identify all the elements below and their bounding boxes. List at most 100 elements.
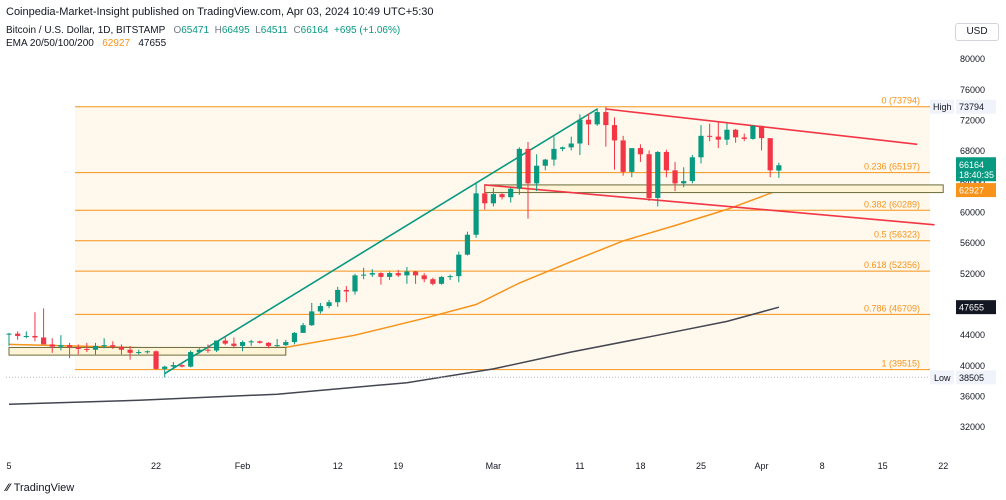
candle — [611, 117, 618, 170]
candle-body — [110, 345, 116, 347]
candle — [196, 348, 202, 354]
candle — [162, 365, 168, 378]
candle-body — [309, 311, 315, 326]
symbol-legend: Bitcoin / U.S. Dollar, 1D, BITSTAMP O654… — [6, 25, 400, 36]
candle-body — [283, 342, 289, 346]
price-change: +695 (+1.06%) — [334, 25, 401, 36]
candle-body — [421, 275, 427, 280]
candle — [343, 286, 349, 303]
ohlc-close-key: C — [293, 25, 301, 36]
candle — [317, 302, 323, 314]
candle-body — [101, 345, 107, 347]
candle-body — [205, 349, 211, 351]
candle-body — [352, 275, 358, 292]
candle-body — [41, 337, 47, 345]
x-tick-label: 12 — [333, 461, 343, 471]
candle — [412, 270, 419, 284]
candle-body — [585, 119, 592, 125]
candle-body — [758, 125, 765, 139]
ema-black-line — [8, 306, 780, 405]
candle — [585, 113, 592, 146]
candle — [170, 362, 176, 369]
candle-body — [6, 333, 12, 335]
ema-orange-tag: 62927 — [959, 186, 984, 196]
candle — [629, 148, 635, 178]
candle-body — [66, 345, 73, 348]
candle-body — [58, 345, 64, 347]
candle — [715, 122, 721, 149]
candle — [127, 345, 133, 360]
candle-body — [568, 143, 574, 148]
x-tick-label: 15 — [878, 461, 888, 471]
y-tick-label: 64000 — [960, 177, 985, 187]
y-tick-label: 40000 — [960, 361, 985, 371]
candle-body — [724, 129, 730, 140]
x-tick-label: 19 — [393, 461, 403, 471]
candle-body — [490, 194, 496, 204]
candle-body — [75, 347, 81, 349]
candle — [32, 312, 38, 342]
candle-body — [127, 349, 133, 353]
candle — [681, 167, 687, 188]
ohlc-low-value: 64511 — [260, 25, 288, 36]
candle — [66, 342, 73, 359]
candle-body — [196, 349, 202, 353]
ema-black-value: 47655 — [138, 38, 167, 49]
ascending-trendline — [164, 108, 598, 375]
candle-body — [525, 148, 531, 184]
candle-body — [23, 335, 29, 337]
high-marker-bg — [930, 99, 954, 114]
candle — [231, 337, 237, 349]
candle — [646, 150, 652, 202]
candle-body — [15, 333, 21, 336]
candle-body — [274, 345, 280, 347]
candle-body — [689, 157, 695, 182]
candle-body — [776, 165, 782, 171]
candle-body — [378, 273, 384, 277]
x-tick-label: 8 — [820, 461, 825, 471]
channel-lower-line — [484, 184, 935, 226]
candle — [205, 344, 211, 353]
y-tick-label: 60000 — [960, 208, 985, 218]
low-marker-bg — [930, 370, 954, 385]
candle-body — [144, 351, 150, 353]
candle — [698, 125, 704, 164]
candle-body — [534, 165, 540, 184]
candle — [707, 123, 713, 142]
x-tick-label: Apr — [755, 461, 769, 471]
ema-label[interactable]: EMA 20/50/100/200 — [6, 38, 94, 49]
candle — [516, 147, 522, 195]
candle-body — [672, 170, 678, 184]
candle-body — [222, 340, 228, 344]
candle-body — [361, 274, 367, 276]
ohlc-close-value: 66164 — [300, 25, 329, 36]
candle — [542, 158, 548, 171]
candle-body — [404, 271, 410, 276]
ohlc-high-value: 66495 — [221, 25, 250, 36]
candle-body — [136, 352, 142, 354]
symbol-name[interactable]: Bitcoin / U.S. Dollar, 1D, BITSTAMP — [6, 25, 166, 36]
candle — [222, 336, 228, 346]
fib-level-label: 0.786 (46709) — [864, 303, 920, 313]
candle-body — [499, 194, 505, 198]
candle-body — [560, 147, 566, 149]
ema-orange-tag-bg — [956, 183, 996, 198]
candle — [767, 138, 773, 178]
candle — [464, 231, 471, 256]
currency-button[interactable]: USD — [955, 23, 999, 41]
candle — [603, 106, 609, 147]
candle — [672, 161, 678, 192]
candle — [214, 340, 220, 353]
candle-body — [84, 348, 90, 350]
high-value-bg — [956, 99, 996, 114]
candle-body — [447, 276, 453, 278]
candle — [239, 340, 246, 352]
candle — [58, 335, 64, 351]
candle — [309, 302, 315, 326]
fib-level-label: 0.382 (60289) — [864, 199, 920, 209]
ohlc-low-key: L — [255, 25, 261, 36]
candle — [490, 187, 496, 207]
candle — [335, 286, 341, 307]
candle-body — [300, 325, 306, 333]
